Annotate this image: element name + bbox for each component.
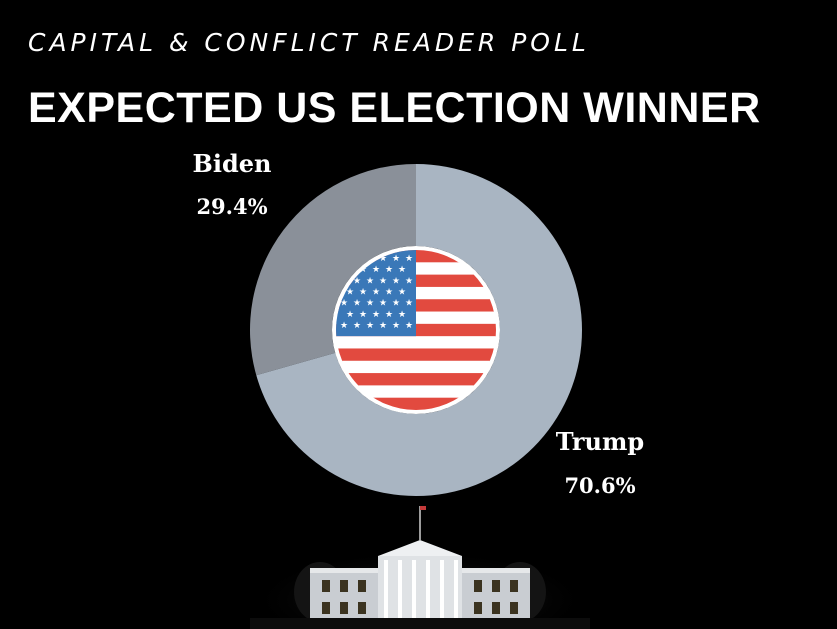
svg-text:★: ★	[372, 309, 380, 319]
donut-slice-biden	[249, 164, 416, 376]
svg-text:★: ★	[340, 320, 348, 330]
slice-labels: Biden 29.4% Trump 70.6%	[193, 149, 645, 498]
svg-text:★: ★	[398, 264, 406, 274]
svg-text:★: ★	[392, 275, 400, 285]
svg-text:★: ★	[405, 320, 413, 330]
svg-text:★: ★	[340, 298, 348, 308]
svg-text:★: ★	[385, 309, 393, 319]
svg-text:★: ★	[366, 298, 374, 308]
svg-text:★: ★	[372, 286, 380, 296]
svg-text:★: ★	[392, 320, 400, 330]
svg-text:★: ★	[353, 298, 361, 308]
svg-text:★: ★	[359, 286, 367, 296]
slice-label-trump: Trump	[556, 427, 644, 456]
svg-text:★: ★	[405, 253, 413, 263]
white-house-night-icon	[250, 506, 590, 629]
chart-title: EXPECTED US ELECTION WINNER	[28, 84, 761, 132]
svg-text:★: ★	[398, 309, 406, 319]
poll-subtitle: CAPITAL & CONFLICT READER POLL	[28, 28, 590, 57]
svg-text:★: ★	[385, 286, 393, 296]
svg-text:★: ★	[379, 298, 387, 308]
svg-text:★: ★	[346, 286, 354, 296]
svg-text:★: ★	[346, 309, 354, 319]
slice-value-trump: 70.6%	[564, 473, 635, 498]
svg-text:★: ★	[392, 253, 400, 263]
svg-text:★: ★	[353, 320, 361, 330]
donut-slice-trump	[256, 164, 582, 496]
slice-label-biden: Biden	[193, 149, 272, 178]
svg-text:★: ★	[353, 275, 361, 285]
svg-text:★: ★	[379, 275, 387, 285]
svg-text:★: ★	[405, 298, 413, 308]
svg-text:★: ★	[405, 275, 413, 285]
svg-text:★: ★	[385, 264, 393, 274]
donut-slices	[249, 164, 582, 496]
svg-text:★: ★	[366, 320, 374, 330]
svg-text:★: ★	[366, 275, 374, 285]
us-flag-icon: ★★★★★★★★★★★★★★★★★★★★★★★★★★★★★★★★★★★★★★★	[332, 246, 500, 414]
svg-text:★: ★	[392, 298, 400, 308]
svg-text:★: ★	[398, 286, 406, 296]
slice-value-biden: 29.4%	[196, 194, 267, 219]
svg-text:★: ★	[359, 309, 367, 319]
svg-text:★: ★	[379, 320, 387, 330]
svg-text:★: ★	[372, 264, 380, 274]
svg-text:★: ★	[379, 253, 387, 263]
